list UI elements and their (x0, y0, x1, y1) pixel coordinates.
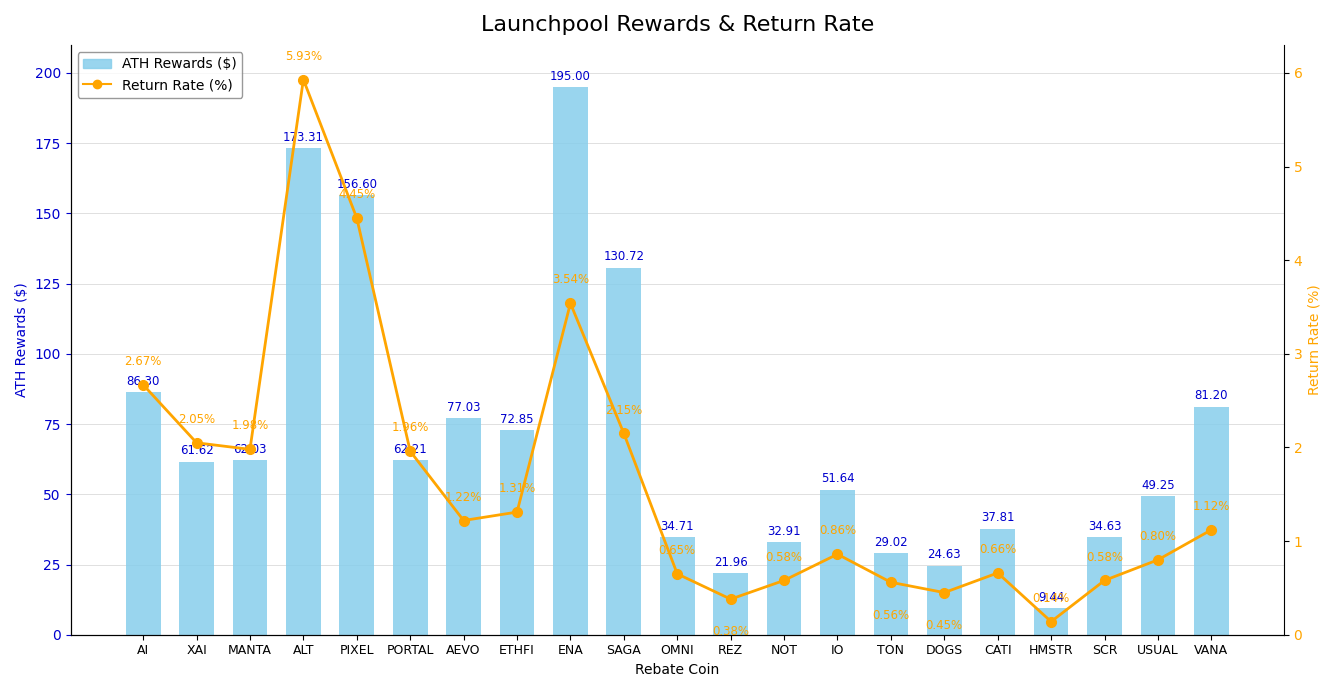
Text: 1.31%: 1.31% (499, 482, 536, 495)
Text: 1.22%: 1.22% (445, 491, 483, 504)
Title: Launchpool Rewards & Return Rate: Launchpool Rewards & Return Rate (480, 15, 874, 35)
Text: 34.71: 34.71 (660, 520, 694, 533)
Text: 86.30: 86.30 (127, 375, 160, 388)
Bar (766, 543, 801, 635)
Bar (660, 537, 695, 635)
Y-axis label: ATH Rewards ($): ATH Rewards ($) (15, 282, 29, 397)
Text: 0.38%: 0.38% (713, 626, 749, 638)
Text: 37.81: 37.81 (981, 511, 1015, 525)
Bar (233, 460, 267, 635)
Text: 2.67%: 2.67% (124, 355, 162, 368)
Bar (1034, 608, 1068, 635)
Bar (1087, 538, 1122, 635)
Text: 61.62: 61.62 (179, 444, 214, 457)
Text: 0.66%: 0.66% (979, 543, 1016, 556)
Text: 72.85: 72.85 (500, 413, 533, 426)
X-axis label: Rebate Coin: Rebate Coin (635, 663, 719, 677)
Bar (980, 529, 1015, 635)
Text: 0.65%: 0.65% (659, 544, 695, 557)
Text: 77.03: 77.03 (447, 401, 480, 414)
Text: 0.14%: 0.14% (1032, 592, 1070, 605)
Bar (500, 430, 535, 635)
Bar (714, 573, 747, 635)
Text: 32.91: 32.91 (767, 525, 801, 538)
Text: 2.05%: 2.05% (178, 413, 215, 426)
Bar (607, 268, 642, 635)
Text: 173.31: 173.31 (283, 131, 324, 144)
Bar (340, 195, 374, 635)
Text: 156.60: 156.60 (337, 178, 377, 191)
Bar (179, 462, 214, 635)
Text: 34.63: 34.63 (1088, 520, 1122, 534)
Text: 49.25: 49.25 (1140, 479, 1175, 492)
Text: 2.15%: 2.15% (606, 403, 643, 417)
Text: 1.96%: 1.96% (392, 421, 429, 435)
Text: 51.64: 51.64 (821, 473, 854, 486)
Text: 0.58%: 0.58% (1086, 551, 1123, 563)
Bar (1140, 496, 1175, 635)
Text: 62.21: 62.21 (393, 443, 427, 456)
Legend: ATH Rewards ($), Return Rate (%): ATH Rewards ($), Return Rate (%) (78, 52, 242, 98)
Bar (820, 490, 854, 635)
Text: 0.80%: 0.80% (1139, 530, 1177, 543)
Text: 21.96: 21.96 (714, 556, 747, 569)
Bar (393, 460, 428, 635)
Bar (554, 87, 588, 635)
Text: 130.72: 130.72 (603, 251, 644, 264)
Bar (126, 392, 160, 635)
Text: 0.58%: 0.58% (766, 551, 802, 563)
Text: 1.98%: 1.98% (231, 419, 269, 432)
Bar (873, 553, 908, 635)
Text: 5.93%: 5.93% (285, 50, 322, 63)
Text: 0.45%: 0.45% (925, 619, 963, 632)
Text: 81.20: 81.20 (1194, 390, 1229, 403)
Text: 0.56%: 0.56% (872, 608, 909, 621)
Text: 0.86%: 0.86% (820, 525, 856, 538)
Text: 1.12%: 1.12% (1193, 500, 1230, 513)
Text: 4.45%: 4.45% (338, 188, 376, 201)
Y-axis label: Return Rate (%): Return Rate (%) (1308, 284, 1322, 395)
Bar (927, 565, 961, 635)
Text: 29.02: 29.02 (874, 536, 908, 549)
Bar (447, 419, 481, 635)
Text: 24.63: 24.63 (928, 548, 961, 561)
Text: 195.00: 195.00 (550, 70, 591, 83)
Text: 62.03: 62.03 (233, 444, 266, 456)
Bar (286, 148, 321, 635)
Bar (1194, 407, 1229, 635)
Text: 9.44: 9.44 (1038, 591, 1064, 604)
Text: 3.54%: 3.54% (552, 273, 590, 286)
